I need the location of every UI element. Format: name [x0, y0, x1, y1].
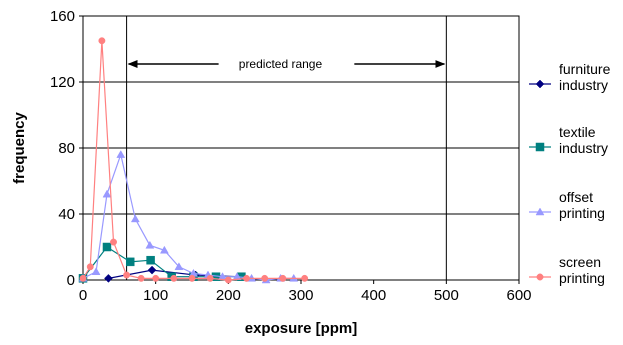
y-axis-title: frequency [11, 112, 28, 184]
data-point [188, 274, 196, 282]
data-point [159, 245, 169, 254]
legend: furniture industry textile industry offset pr… [529, 61, 611, 286]
y-tick-label: 120 [50, 74, 75, 91]
data-point [104, 273, 113, 283]
x-axis-title: exposure [ppm] [245, 320, 358, 337]
x-tick-label: 300 [288, 287, 313, 304]
legend-entry-0: furniture industry [529, 61, 611, 93]
legend-entry-2: offset printing [529, 189, 605, 221]
data-point [79, 274, 87, 282]
y-tick-label: 160 [50, 8, 75, 25]
data-series [78, 37, 309, 284]
legend-marker [535, 79, 545, 89]
data-point [91, 267, 101, 275]
gridlines [83, 81, 519, 215]
legend-label: offset printing [559, 189, 605, 221]
legend-marker [535, 142, 545, 152]
data-point [261, 274, 269, 282]
axis-ticks: 0 40 80 120 160 0 100 200 300 400 500 600 [50, 8, 532, 304]
data-point [137, 274, 145, 282]
predicted-range-annotation: predicted range [126, 15, 447, 281]
data-point [146, 255, 155, 265]
series-3 [79, 37, 309, 284]
data-point [102, 242, 112, 252]
data-point [86, 263, 94, 271]
data-point [301, 274, 309, 282]
data-point [279, 274, 287, 282]
data-point [206, 274, 214, 282]
x-tick-label: 600 [506, 287, 531, 304]
data-point [116, 150, 126, 158]
data-point [145, 240, 155, 249]
legend-label: furniture industry [559, 61, 611, 93]
y-tick-label: 40 [58, 206, 75, 223]
x-tick-label: 100 [143, 287, 168, 304]
x-tick-label: 0 [79, 287, 87, 304]
x-tick-label: 200 [216, 287, 241, 304]
y-tick-label: 80 [58, 140, 75, 157]
y-tick-label: 0 [67, 272, 75, 289]
data-point [123, 271, 131, 279]
legend-marker [535, 207, 545, 216]
legend-entry-3: screen printing [529, 254, 605, 286]
data-point [98, 37, 106, 45]
data-point [224, 276, 232, 284]
data-point [174, 262, 184, 271]
x-tick-label: 500 [434, 287, 459, 304]
legend-marker [536, 273, 544, 281]
legend-entry-1: textile industry [529, 124, 608, 156]
data-point [110, 238, 117, 246]
data-point [170, 274, 178, 282]
x-tick-label: 400 [361, 287, 386, 304]
data-point [152, 274, 160, 282]
data-point [243, 274, 250, 282]
legend-label: screen printing [559, 254, 605, 286]
predicted-range-label: predicted range [239, 57, 323, 71]
data-point [130, 214, 140, 223]
data-point [147, 265, 157, 275]
data-point [102, 189, 112, 198]
legend-label: textile industry [559, 124, 608, 156]
series-line [82, 152, 294, 281]
data-point [125, 257, 135, 267]
predicted-range-box [126, 15, 447, 281]
